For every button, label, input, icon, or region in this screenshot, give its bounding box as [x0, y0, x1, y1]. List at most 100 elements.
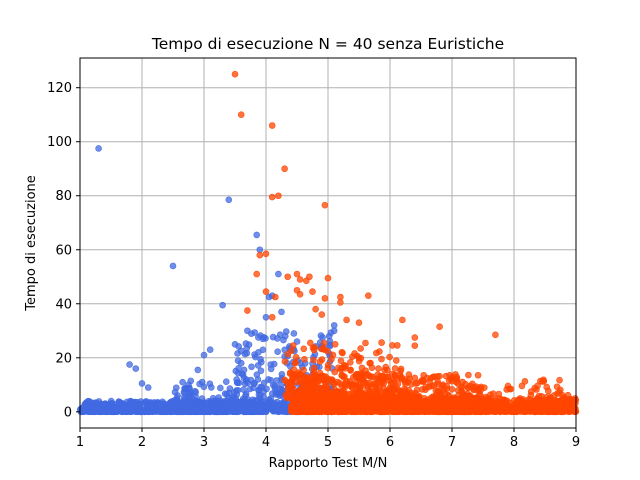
blue-data-point — [193, 405, 200, 412]
orange-data-point — [465, 371, 472, 379]
orange-data-point — [300, 345, 308, 353]
orange-data-point — [337, 293, 344, 301]
orange-data-point — [452, 407, 460, 414]
y-tick-label: 60 — [55, 243, 72, 258]
blue-data-point — [169, 262, 177, 270]
orange-data-point — [522, 407, 530, 415]
orange-data-point — [357, 354, 365, 362]
blue-data-point — [132, 365, 140, 372]
data-points — [77, 70, 580, 416]
orange-data-point — [418, 399, 425, 407]
blue-data-point — [257, 367, 265, 375]
orange-data-point — [436, 323, 443, 331]
orange-data-point — [382, 393, 389, 400]
blue-data-point — [209, 395, 217, 402]
orange-data-point — [310, 356, 317, 364]
orange-data-point — [458, 384, 465, 391]
blue-data-point — [275, 270, 282, 278]
orange-data-point — [357, 374, 364, 381]
orange-data-point — [262, 250, 270, 258]
blue-data-point — [133, 402, 140, 409]
orange-data-point — [237, 111, 245, 119]
orange-data-point — [296, 370, 304, 378]
blue-data-point — [278, 308, 285, 316]
blue-data-point — [180, 402, 188, 409]
blue-data-point — [244, 399, 252, 407]
orange-data-point — [334, 378, 341, 386]
orange-data-point — [321, 201, 329, 209]
blue-data-point — [232, 395, 239, 402]
orange-data-point — [343, 377, 350, 385]
blue-data-point — [271, 382, 279, 390]
orange-data-point — [287, 381, 295, 389]
orange-data-point — [372, 390, 379, 398]
blue-data-point — [244, 379, 251, 387]
orange-data-point — [366, 372, 373, 380]
orange-data-point — [390, 399, 398, 407]
orange-data-point — [435, 388, 442, 395]
orange-data-point — [364, 401, 371, 408]
orange-data-point — [329, 351, 337, 359]
orange-data-point — [391, 393, 398, 401]
orange-data-point — [540, 408, 548, 415]
blue-data-point — [159, 400, 167, 407]
orange-data-point — [473, 394, 481, 402]
blue-data-point — [169, 402, 177, 410]
orange-data-point — [296, 276, 304, 283]
blue-data-point — [254, 376, 262, 383]
orange-data-point — [262, 288, 270, 295]
orange-data-point — [482, 393, 490, 401]
orange-data-point — [375, 365, 382, 372]
blue-data-point — [180, 388, 188, 396]
orange-data-point — [275, 192, 282, 200]
orange-data-point — [452, 371, 459, 378]
orange-data-point — [362, 367, 369, 374]
orange-data-point — [281, 165, 288, 173]
orange-data-point — [445, 399, 453, 407]
blue-data-point — [256, 396, 264, 403]
orange-data-point — [381, 373, 388, 381]
orange-data-point — [268, 193, 276, 201]
blue-data-point — [204, 405, 212, 412]
orange-data-point — [338, 372, 346, 379]
blue-data-point — [224, 408, 231, 416]
orange-data-point — [313, 402, 321, 409]
orange-data-point — [378, 355, 385, 363]
orange-data-point — [348, 384, 356, 391]
orange-data-point — [531, 408, 538, 416]
blue-data-point — [206, 346, 214, 353]
y-tick-label: 0 — [64, 405, 72, 420]
x-tick-label: 7 — [448, 435, 456, 450]
blue-data-point — [243, 349, 251, 357]
blue-data-point — [319, 334, 326, 341]
blue-data-point — [242, 340, 250, 347]
orange-data-point — [271, 293, 279, 301]
orange-data-point — [320, 339, 328, 347]
orange-data-point — [526, 403, 533, 410]
orange-data-point — [343, 316, 350, 324]
blue-data-point — [206, 380, 214, 388]
blue-data-point — [263, 399, 270, 407]
orange-data-point — [432, 394, 440, 401]
orange-data-point — [315, 377, 323, 385]
orange-data-point — [399, 316, 406, 324]
blue-data-point — [274, 348, 281, 356]
blue-data-point — [209, 400, 217, 408]
blue-data-point — [251, 329, 259, 336]
x-tick-label: 5 — [324, 435, 332, 450]
orange-data-point — [291, 359, 299, 367]
orange-data-point — [405, 399, 413, 406]
blue-data-point — [237, 347, 245, 355]
orange-data-point — [315, 408, 323, 415]
orange-data-point — [531, 384, 539, 392]
y-tick-label: 100 — [47, 135, 72, 150]
orange-data-point — [418, 386, 426, 393]
orange-data-point — [324, 364, 332, 372]
orange-data-point — [379, 383, 387, 391]
orange-data-point — [532, 398, 540, 406]
orange-data-point — [288, 388, 296, 395]
orange-data-point — [346, 359, 354, 366]
orange-data-point — [365, 408, 373, 415]
orange-data-point — [364, 292, 372, 299]
orange-data-point — [495, 390, 503, 398]
